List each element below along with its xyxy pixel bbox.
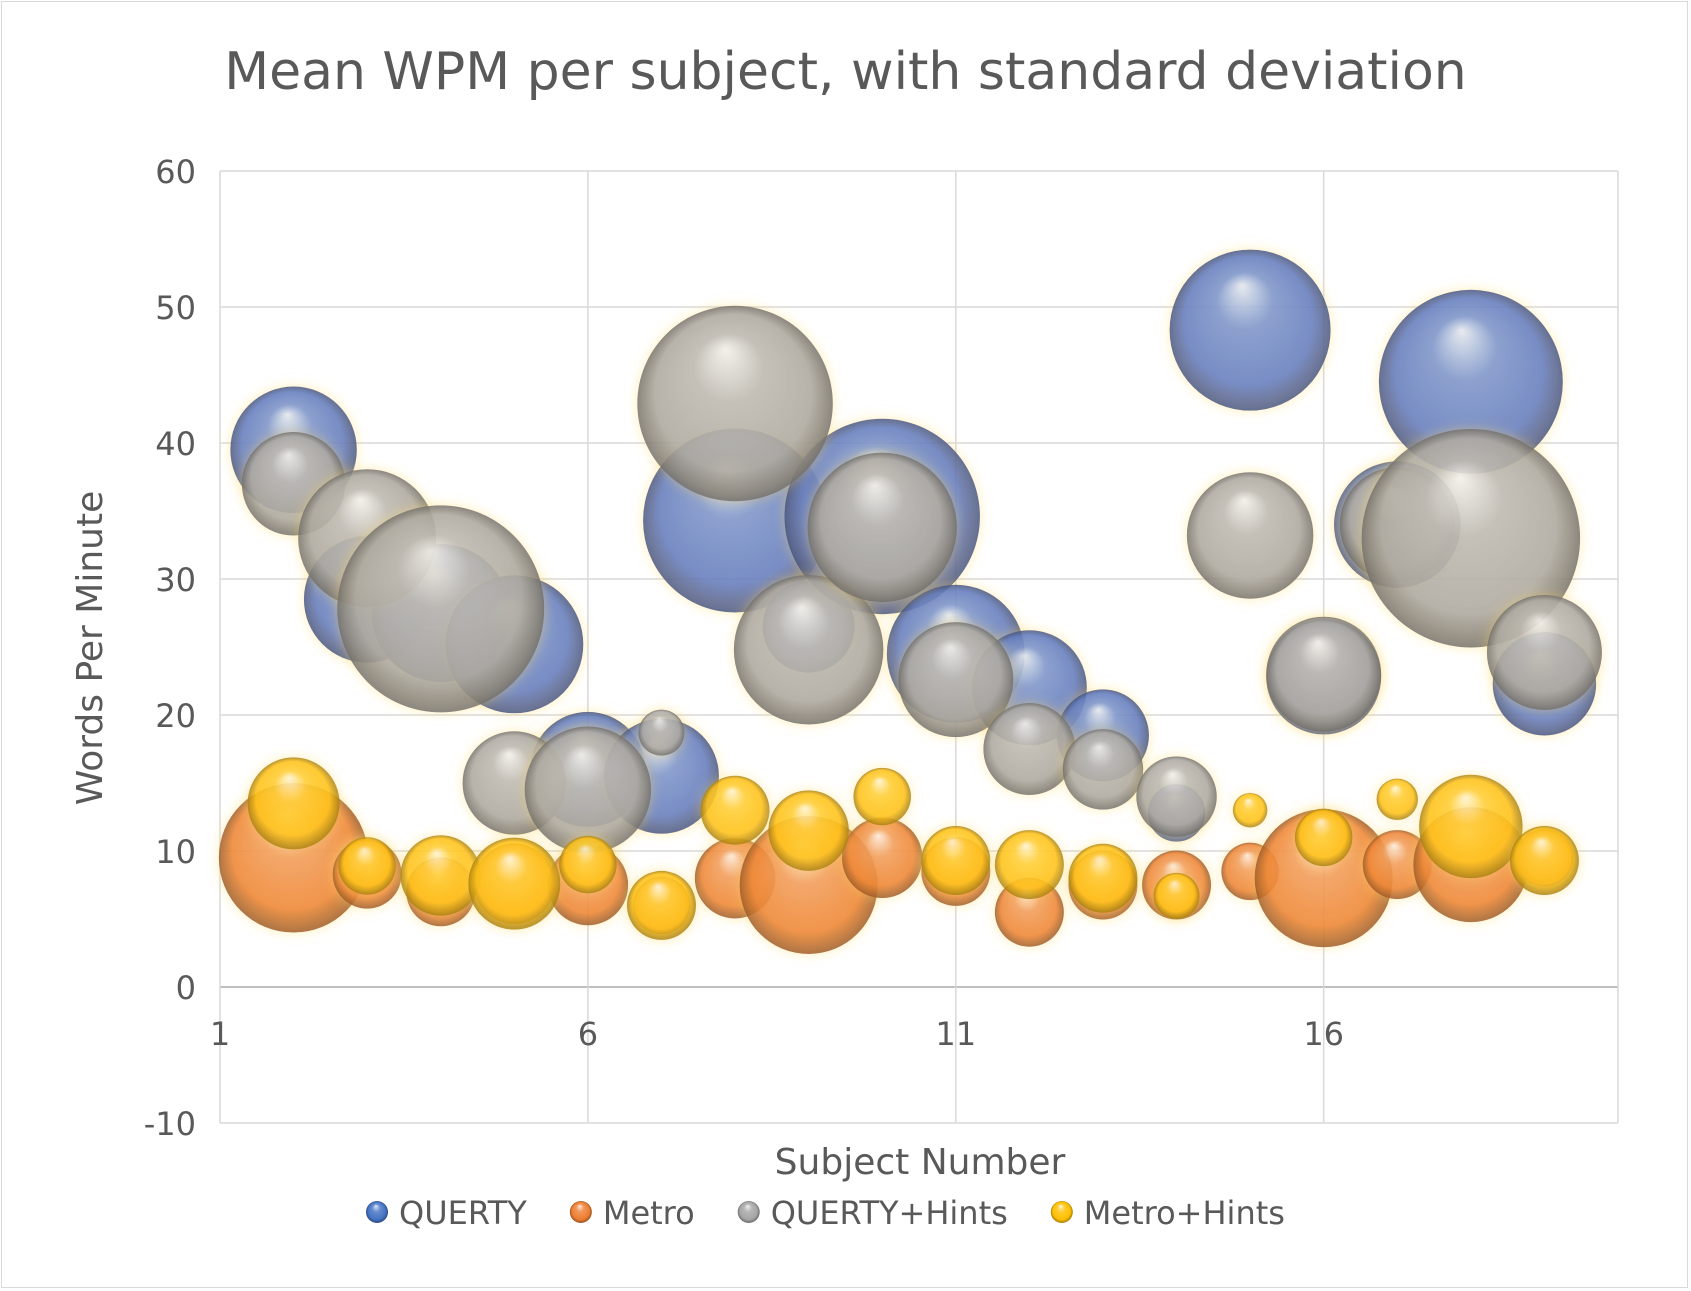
x-axis-label: Subject Number — [775, 1142, 1066, 1183]
y-tick-label: 40 — [155, 425, 196, 463]
y-tick-label: 10 — [155, 833, 196, 871]
bubble-point — [994, 877, 1064, 947]
bubble-point — [898, 622, 1014, 738]
series-metro-hints — [247, 757, 1579, 940]
bubble-point — [1266, 616, 1382, 732]
bubble-point — [524, 726, 652, 854]
bubble-point — [994, 830, 1064, 900]
x-tick-label: 6 — [578, 1015, 598, 1053]
bubble-point — [1169, 249, 1331, 411]
legend-marker — [1050, 1201, 1073, 1223]
bubble-point — [768, 790, 849, 871]
legend-marker — [569, 1201, 592, 1223]
bubble-point — [1136, 756, 1217, 837]
bubble-point — [1153, 872, 1200, 919]
bubble-point — [983, 703, 1076, 795]
bubble-point — [247, 757, 340, 850]
bubble-point — [700, 775, 770, 845]
bubble-point — [1062, 729, 1144, 810]
y-tick-label: 20 — [155, 697, 196, 735]
bubble-point — [1419, 774, 1523, 879]
x-tick-label: 11 — [935, 1015, 976, 1053]
y-tick-label: 30 — [155, 561, 196, 599]
bubble-point — [400, 835, 481, 916]
legend-marker — [737, 1201, 760, 1223]
series-querty-hints — [241, 305, 1602, 854]
legend-label: Metro+Hints — [1084, 1194, 1285, 1232]
bubble-point — [1361, 428, 1581, 648]
bubble-point — [1362, 830, 1432, 900]
bubble-point — [841, 817, 923, 899]
bubble-point — [638, 709, 685, 756]
x-tick-label: 16 — [1303, 1015, 1344, 1053]
legend: QUERTY Metro QUERTY+Hints Metro+Hints — [366, 1194, 1285, 1232]
bubble-point — [1378, 289, 1563, 474]
legend-label: Metro — [603, 1194, 695, 1232]
y-axis-label: Words Per Minute — [70, 491, 111, 806]
bubble-point — [1254, 809, 1393, 948]
bubble-point — [1509, 826, 1579, 896]
y-tick-label: 0 — [176, 969, 196, 1007]
bubble-point — [1186, 472, 1314, 599]
plot-area — [218, 249, 1602, 954]
y-tick-label: -10 — [144, 1105, 196, 1143]
y-tick-label: 50 — [155, 289, 196, 327]
chart-title: Mean WPM per subject, with standard devi… — [224, 42, 1467, 102]
legend-label: QUERTY — [399, 1194, 527, 1232]
y-tick-label: 60 — [155, 153, 196, 191]
bubble-point — [1294, 808, 1353, 867]
x-tick-label: 1 — [210, 1015, 230, 1053]
bubble-point — [468, 837, 561, 930]
bubble-point — [853, 767, 911, 826]
bubble-point — [626, 870, 696, 940]
legend-label: QUERTY+Hints — [771, 1194, 1008, 1232]
bubble-point — [1486, 594, 1602, 710]
bubble-point — [807, 452, 957, 603]
legend-marker — [366, 1201, 388, 1223]
bubble-point — [637, 305, 833, 502]
bubble-point — [733, 574, 884, 725]
bubble-point — [559, 835, 617, 894]
bubble-point — [337, 505, 545, 713]
bubble-point — [1068, 843, 1138, 913]
bubble-point — [1376, 778, 1418, 821]
bubble-point — [1232, 792, 1268, 828]
bubble-point — [338, 837, 396, 895]
bubble-point — [921, 826, 991, 896]
